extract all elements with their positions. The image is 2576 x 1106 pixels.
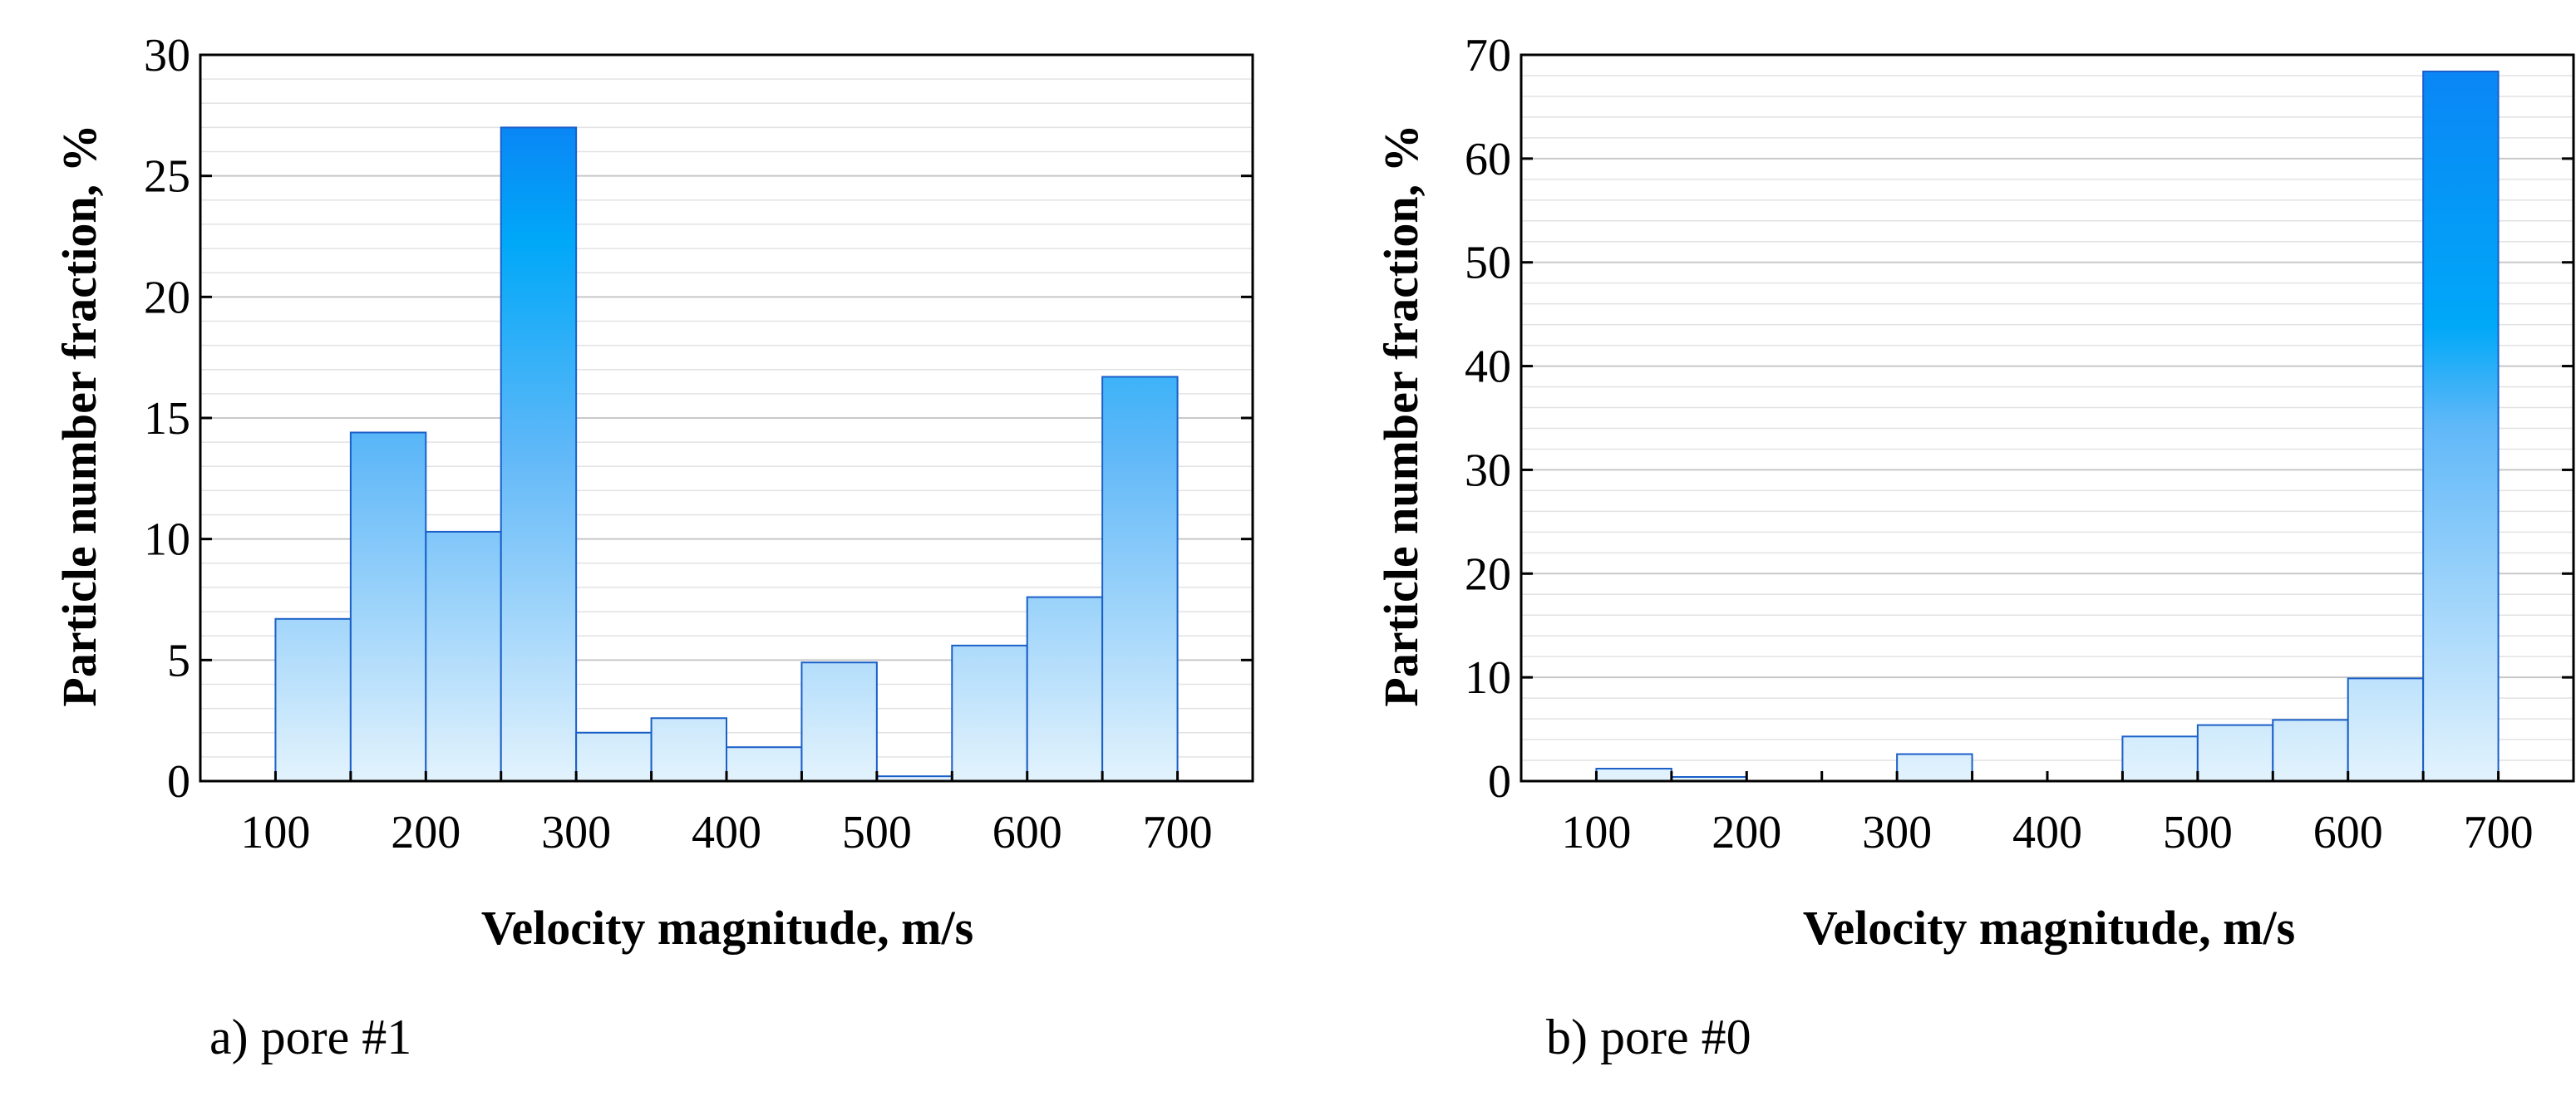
x-tick-labels: 100 200 300 400 500 600 700 — [1561, 771, 2534, 858]
y-tick-label: 5 — [167, 635, 190, 686]
x-axis-label: Velocity magnitude, m/s — [481, 901, 973, 955]
bar-600-650 — [1026, 596, 1104, 782]
x-tick-label: 700 — [1143, 807, 1213, 858]
y-tick-label: 25 — [144, 151, 190, 203]
plot-border — [1519, 53, 2575, 783]
bar-150-200 — [349, 431, 427, 782]
bar-450-500 — [2121, 735, 2199, 782]
bar-250-300 — [500, 126, 578, 782]
bar-400-450 — [726, 746, 803, 782]
bar-200-250 — [425, 530, 502, 783]
y-tick-label: 30 — [1465, 445, 1511, 496]
bar-550-600 — [2272, 719, 2349, 782]
x-tick-label: 100 — [1561, 807, 1631, 858]
x-tick-label: 600 — [2313, 807, 2383, 858]
y-tick-labels: 0 10 20 30 40 50 60 70 — [1465, 30, 2574, 808]
x-tick-label: 400 — [2012, 807, 2082, 858]
x-tick-label: 600 — [992, 807, 1062, 858]
y-tick-label: 60 — [1465, 134, 1511, 185]
bar-300-350 — [575, 731, 653, 783]
chart-caption: b) pore #0 — [1546, 1010, 1751, 1064]
y-tick-label: 30 — [144, 30, 190, 81]
bar-600-650 — [2347, 677, 2425, 782]
bar-300-350 — [1896, 753, 1973, 783]
x-tick-label: 500 — [842, 807, 912, 858]
bars — [1595, 70, 2500, 783]
y-tick-label: 20 — [1465, 548, 1511, 600]
x-axis-label: Velocity magnitude, m/s — [1803, 901, 2295, 955]
chart-pore-1: 0 5 10 15 20 25 30 100 200 300 400 500 600 700 Veloc… — [52, 30, 1254, 1064]
bar-350-400 — [650, 717, 727, 783]
x-tick-label: 200 — [1712, 807, 1781, 858]
y-tick-label: 0 — [1488, 756, 1511, 808]
bars — [274, 126, 1179, 783]
y-axis-label: Particle number fraction, % — [52, 124, 106, 706]
bar-550-600 — [951, 644, 1028, 782]
chart-pore-0: 0 10 20 30 40 50 60 70 100 200 300 400 500 600 700 Ve… — [1374, 30, 2575, 1064]
y-tick-label: 10 — [1465, 652, 1511, 704]
bar-100-150 — [274, 617, 352, 782]
bar-450-500 — [800, 661, 878, 782]
y-tick-label: 15 — [144, 393, 190, 445]
bar-650-700 — [1101, 376, 1179, 782]
x-tick-label: 500 — [2163, 807, 2233, 858]
x-tick-label: 300 — [1862, 807, 1932, 858]
chart-caption: a) pore #1 — [209, 1010, 411, 1064]
y-tick-label: 20 — [144, 272, 190, 323]
y-tick-label: 40 — [1465, 342, 1511, 393]
x-tick-label: 300 — [541, 807, 611, 858]
x-tick-label: 100 — [240, 807, 310, 858]
x-tick-label: 400 — [692, 807, 761, 858]
y-axis-label: Particle number fraction, % — [1374, 124, 1428, 706]
plot-frame — [1519, 53, 2575, 783]
bar-650-700 — [2422, 70, 2500, 782]
x-tick-labels: 100 200 300 400 500 600 700 — [240, 771, 1213, 858]
y-tick-labels: 0 5 10 15 20 25 30 — [144, 30, 1253, 808]
gridlines — [1521, 54, 2574, 782]
x-tick-label: 200 — [391, 807, 461, 858]
bar-100-150 — [1595, 768, 1672, 783]
y-tick-label: 70 — [1465, 30, 1511, 81]
y-tick-label: 10 — [144, 514, 190, 566]
bar-500-550 — [2196, 724, 2274, 783]
y-tick-label: 50 — [1465, 238, 1511, 289]
y-tick-label: 0 — [167, 756, 190, 808]
x-tick-label: 700 — [2464, 807, 2534, 858]
